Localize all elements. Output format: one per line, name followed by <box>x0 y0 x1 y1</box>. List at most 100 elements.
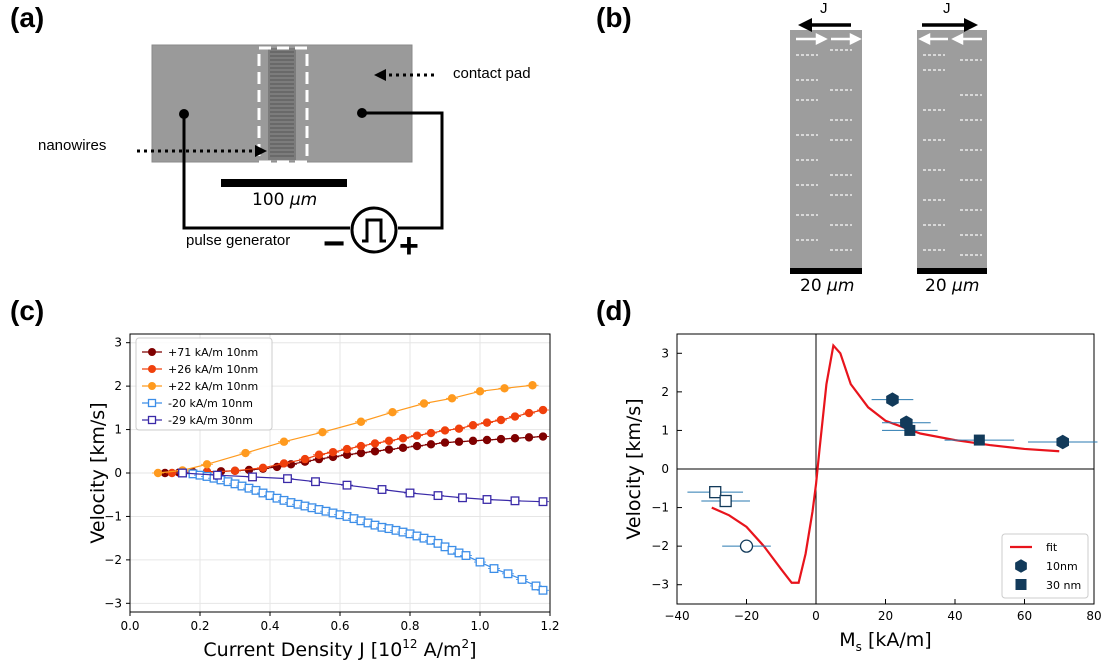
data-point <box>370 439 380 448</box>
data-point <box>283 474 292 484</box>
legend: fit 10nm 30 nm <box>1001 533 1089 599</box>
y-tick-label: −3 <box>651 578 669 592</box>
data-point <box>1056 434 1070 450</box>
x-tick-label: 0.6 <box>330 619 349 633</box>
data-point <box>973 434 985 446</box>
data-point <box>510 496 520 506</box>
x-tick-label: 0.8 <box>400 619 419 633</box>
legend-marker <box>147 415 157 425</box>
x-axis-label: Ms [kA/m] <box>839 629 931 654</box>
circuit-wire <box>182 111 444 230</box>
sem-image-left <box>790 30 862 270</box>
data-point <box>482 435 492 445</box>
x-tick-label: 0.4 <box>260 619 279 633</box>
x-tick-label: 0.2 <box>190 619 209 633</box>
data-point <box>279 459 289 468</box>
scale-bar-right <box>917 268 987 274</box>
y-tick-label: 3 <box>661 346 669 360</box>
legend: +71 kA/m 10nm +26 kA/m 10nm +22 kA/m 10nm -… <box>135 337 273 431</box>
data-point <box>356 417 366 426</box>
data-point <box>398 443 408 453</box>
legend-marker <box>147 398 157 408</box>
data-point <box>202 460 212 469</box>
data-point <box>719 494 732 508</box>
data-point <box>314 450 324 459</box>
data-point <box>248 472 257 482</box>
data-point <box>538 432 548 441</box>
data-point <box>475 387 485 396</box>
data-point <box>482 495 492 504</box>
panel-label-c: (c) <box>10 295 45 326</box>
probe-left <box>179 109 189 119</box>
data-point <box>370 447 380 456</box>
pulse-generator-icon <box>350 206 398 254</box>
data-point <box>538 405 548 415</box>
data-point <box>433 491 443 501</box>
data-point <box>153 468 163 478</box>
data-point <box>517 574 527 584</box>
y-tick-label: −1 <box>651 501 669 515</box>
data-point <box>412 431 422 440</box>
motion-arrows-left <box>796 32 862 46</box>
nanowires-label: nanowires <box>38 137 107 154</box>
y-tick-label: −3 <box>104 596 122 610</box>
data-point <box>447 394 457 403</box>
x-tick-label: 60 <box>1017 609 1032 623</box>
chart-velocity-vs-ms: −40 −20 0 20 40 60 80 3 2 1 0 −1 −2 −3 fit 10nm 30 nm Vel… <box>623 333 1102 654</box>
legend-label: 30 nm <box>1046 579 1081 592</box>
legend-label: +26 kA/m 10nm <box>168 363 258 376</box>
x-tick-label: 20 <box>878 609 893 623</box>
data-point <box>213 470 222 480</box>
data-point <box>342 444 352 454</box>
data-point <box>318 427 327 437</box>
probe-right <box>357 108 367 118</box>
data-point <box>426 440 436 449</box>
data-point <box>356 441 366 451</box>
y-axis-label: Velocity [km/s] <box>87 402 109 543</box>
data-point <box>342 480 352 490</box>
data-point <box>244 465 254 475</box>
current-arrow-right <box>922 18 978 32</box>
data-point <box>538 497 548 507</box>
y-axis-label: Velocity [km/s] <box>623 398 645 539</box>
data-point <box>328 447 338 457</box>
x-tick-label: 0 <box>812 609 820 623</box>
x-tick-label: 40 <box>947 609 962 623</box>
nanowire-region-box <box>257 46 309 164</box>
data-point <box>426 428 436 438</box>
data-point <box>904 424 916 436</box>
contact-pad-label: contact pad <box>453 65 531 82</box>
data-point <box>468 436 478 446</box>
y-tick-label: −2 <box>651 539 669 553</box>
fit-curve <box>711 343 1060 584</box>
data-point <box>709 485 722 499</box>
data-point <box>384 445 394 454</box>
data-point <box>258 463 268 472</box>
panel-label-a: (a) <box>10 2 45 33</box>
pulse-generator-label: pulse generator <box>186 232 291 249</box>
data-point <box>496 415 506 425</box>
x-tick-label: 80 <box>1086 609 1101 623</box>
data-point <box>524 433 534 442</box>
data-point <box>886 392 899 407</box>
data-point <box>230 466 240 476</box>
legend-label: 10nm <box>1046 560 1078 573</box>
x-tick-label: −20 <box>734 609 759 623</box>
data-point <box>482 418 492 427</box>
y-tick-label: 3 <box>114 336 122 350</box>
data-point <box>398 434 408 443</box>
data-point <box>311 477 320 487</box>
nanowire-array <box>268 48 296 160</box>
y-tick-label: 2 <box>114 379 122 393</box>
legend-box <box>135 337 273 431</box>
panel-label-b: (b) <box>596 2 632 33</box>
data-point <box>739 539 754 553</box>
x-tick-label: 0.0 <box>120 619 139 633</box>
data-point <box>405 488 415 498</box>
data-point <box>160 468 170 478</box>
panel-a-figure <box>137 44 444 254</box>
current-label-right: J <box>943 0 951 17</box>
plus-terminal: + <box>399 227 419 265</box>
data-point <box>461 551 471 560</box>
data-point <box>496 434 506 444</box>
